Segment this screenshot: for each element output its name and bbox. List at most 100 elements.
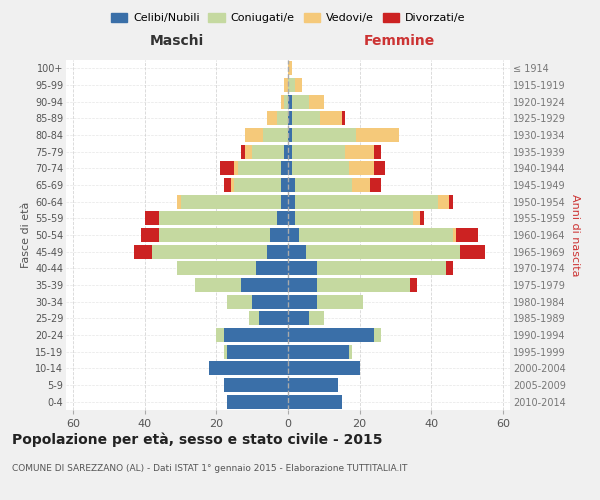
Bar bbox=[295, 194, 439, 209]
Bar bbox=[288, 178, 295, 192]
Bar bbox=[317, 261, 446, 276]
Bar bbox=[320, 112, 342, 126]
Legend: Celibi/Nubili, Coniugati/e, Vedovi/e, Divorzati/e: Celibi/Nubili, Coniugati/e, Vedovi/e, Di… bbox=[106, 8, 470, 28]
Bar bbox=[266, 244, 288, 259]
Bar bbox=[288, 112, 292, 126]
Bar bbox=[288, 261, 317, 276]
Bar bbox=[288, 294, 317, 308]
Bar bbox=[288, 78, 295, 92]
Bar bbox=[234, 162, 238, 175]
Bar bbox=[295, 211, 413, 226]
Bar bbox=[288, 194, 295, 209]
Bar bbox=[141, 228, 159, 242]
Bar bbox=[284, 94, 288, 109]
Bar bbox=[421, 211, 424, 226]
Y-axis label: Anni di nascita: Anni di nascita bbox=[569, 194, 580, 276]
Bar bbox=[288, 211, 295, 226]
Bar bbox=[460, 244, 485, 259]
Bar bbox=[152, 244, 266, 259]
Bar bbox=[281, 194, 288, 209]
Bar bbox=[288, 162, 292, 175]
Bar bbox=[449, 194, 453, 209]
Bar bbox=[410, 278, 417, 292]
Bar bbox=[159, 211, 277, 226]
Bar bbox=[145, 211, 159, 226]
Bar bbox=[277, 112, 288, 126]
Bar bbox=[241, 144, 245, 159]
Bar bbox=[288, 228, 299, 242]
Bar bbox=[310, 94, 324, 109]
Bar bbox=[288, 62, 292, 76]
Bar bbox=[217, 328, 224, 342]
Bar bbox=[288, 244, 306, 259]
Bar bbox=[241, 278, 288, 292]
Bar bbox=[234, 178, 281, 192]
Bar bbox=[374, 144, 381, 159]
Bar bbox=[209, 361, 288, 376]
Bar bbox=[220, 162, 234, 175]
Bar bbox=[413, 211, 421, 226]
Bar bbox=[374, 328, 381, 342]
Bar bbox=[310, 311, 324, 326]
Bar bbox=[292, 128, 356, 142]
Bar bbox=[177, 194, 181, 209]
Bar bbox=[224, 344, 227, 359]
Bar bbox=[356, 128, 399, 142]
Bar bbox=[292, 94, 310, 109]
Bar bbox=[181, 194, 281, 209]
Bar bbox=[352, 178, 370, 192]
Bar bbox=[288, 328, 374, 342]
Bar bbox=[245, 144, 252, 159]
Text: Maschi: Maschi bbox=[150, 34, 204, 48]
Bar bbox=[263, 128, 288, 142]
Bar bbox=[248, 311, 259, 326]
Bar bbox=[281, 162, 288, 175]
Text: Femmine: Femmine bbox=[364, 34, 434, 48]
Y-axis label: Fasce di età: Fasce di età bbox=[20, 202, 31, 268]
Bar bbox=[256, 261, 288, 276]
Bar bbox=[281, 94, 284, 109]
Bar bbox=[370, 178, 381, 192]
Bar bbox=[342, 112, 345, 126]
Bar bbox=[270, 228, 288, 242]
Bar bbox=[299, 228, 453, 242]
Bar bbox=[349, 344, 352, 359]
Bar bbox=[292, 112, 320, 126]
Bar bbox=[281, 178, 288, 192]
Bar bbox=[288, 144, 292, 159]
Bar bbox=[295, 178, 352, 192]
Bar bbox=[227, 394, 288, 409]
Bar bbox=[345, 144, 374, 159]
Bar bbox=[177, 261, 256, 276]
Bar bbox=[317, 294, 363, 308]
Bar bbox=[227, 344, 288, 359]
Bar bbox=[245, 128, 263, 142]
Bar bbox=[288, 128, 292, 142]
Bar bbox=[456, 228, 478, 242]
Bar bbox=[224, 328, 288, 342]
Bar bbox=[374, 162, 385, 175]
Bar bbox=[349, 162, 374, 175]
Bar bbox=[288, 94, 292, 109]
Bar bbox=[227, 294, 252, 308]
Bar bbox=[317, 278, 410, 292]
Bar bbox=[231, 178, 234, 192]
Bar bbox=[277, 211, 288, 226]
Bar bbox=[295, 78, 302, 92]
Bar bbox=[288, 378, 338, 392]
Bar bbox=[288, 311, 310, 326]
Bar bbox=[284, 144, 288, 159]
Bar bbox=[159, 228, 270, 242]
Bar bbox=[259, 311, 288, 326]
Bar bbox=[224, 378, 288, 392]
Bar bbox=[439, 194, 449, 209]
Bar bbox=[195, 278, 241, 292]
Bar bbox=[224, 178, 231, 192]
Bar bbox=[288, 278, 317, 292]
Bar bbox=[284, 78, 288, 92]
Bar bbox=[238, 162, 281, 175]
Bar bbox=[288, 344, 349, 359]
Bar bbox=[453, 228, 456, 242]
Text: Popolazione per età, sesso e stato civile - 2015: Popolazione per età, sesso e stato civil… bbox=[12, 432, 383, 447]
Bar bbox=[446, 261, 453, 276]
